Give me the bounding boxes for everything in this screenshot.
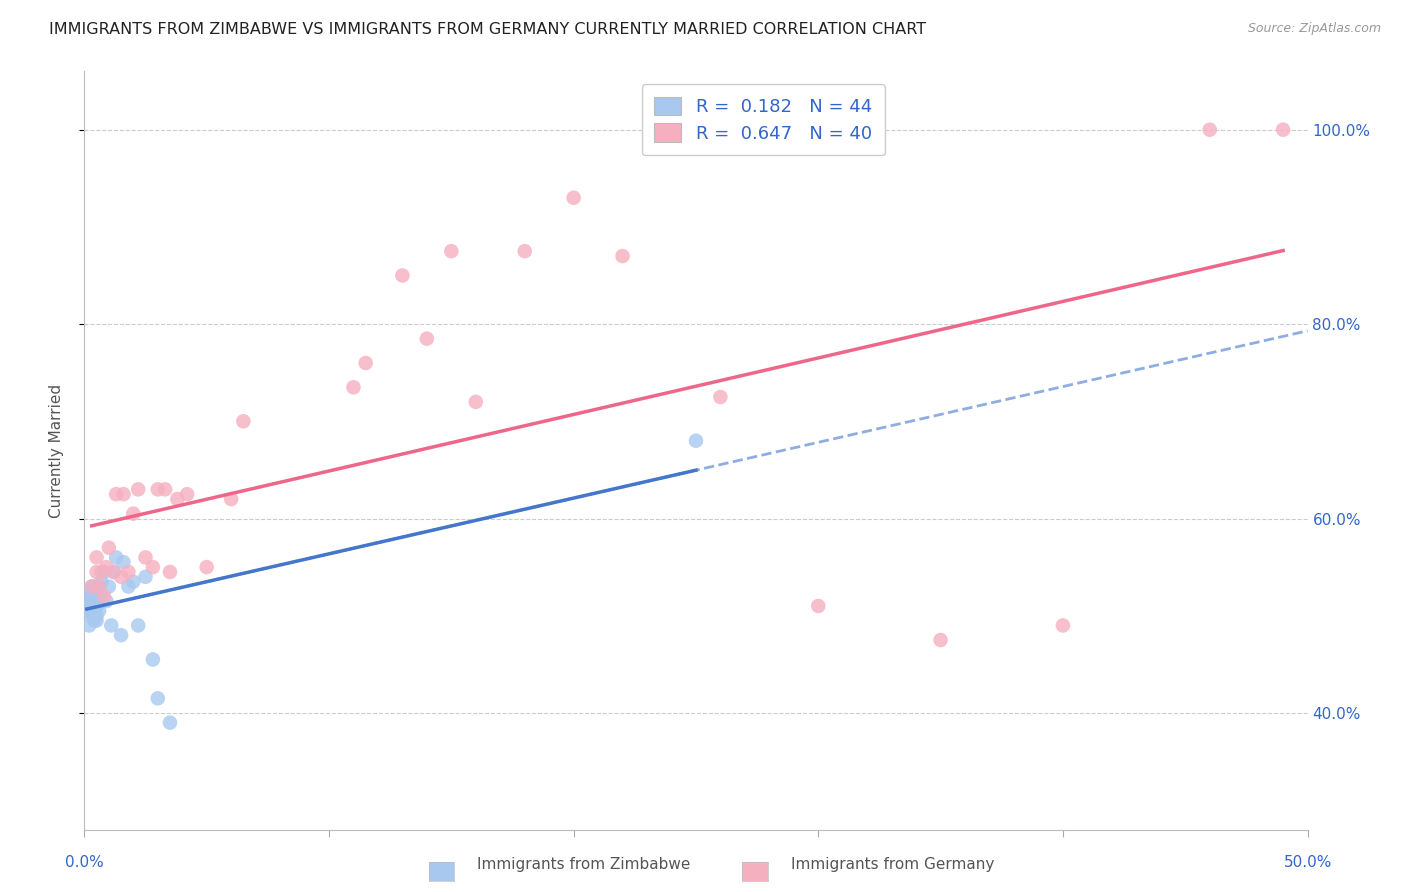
- Point: [93, 589, 115, 603]
- Point: [80, 589, 103, 603]
- Point: [807, 599, 830, 613]
- Point: [86, 565, 108, 579]
- Point: [464, 395, 486, 409]
- Point: [90, 574, 112, 589]
- Point: [86, 599, 108, 613]
- Point: [105, 550, 128, 565]
- Point: [77, 604, 100, 618]
- Point: [112, 487, 135, 501]
- Point: [166, 491, 188, 506]
- Point: [97, 541, 120, 555]
- Point: [100, 618, 122, 632]
- Point: [80, 594, 103, 608]
- Point: [90, 589, 112, 603]
- Point: [77, 618, 100, 632]
- Point: [232, 414, 254, 428]
- Point: [219, 491, 242, 506]
- Point: [342, 380, 364, 394]
- Point: [159, 715, 181, 730]
- Point: [83, 580, 105, 594]
- Point: [96, 560, 118, 574]
- Point: [87, 580, 110, 594]
- Point: [391, 268, 413, 283]
- Point: [709, 390, 731, 404]
- Point: [354, 356, 377, 370]
- Point: [117, 580, 139, 594]
- Point: [127, 483, 149, 497]
- Point: [83, 589, 105, 603]
- Point: [96, 594, 118, 608]
- Point: [77, 594, 100, 608]
- Point: [87, 580, 110, 594]
- Point: [86, 614, 108, 628]
- Point: [122, 574, 145, 589]
- Point: [76, 589, 98, 603]
- Point: [142, 560, 165, 574]
- Point: [86, 594, 108, 608]
- Point: [146, 691, 169, 706]
- Point: [135, 550, 157, 565]
- Point: [77, 589, 100, 603]
- Point: [83, 614, 105, 628]
- Point: [195, 560, 218, 574]
- Point: [146, 483, 169, 497]
- Point: [97, 580, 120, 594]
- Point: [83, 599, 105, 613]
- Point: [127, 618, 149, 632]
- Point: [1198, 122, 1220, 136]
- Text: IMMIGRANTS FROM ZIMBABWE VS IMMIGRANTS FROM GERMANY CURRENTLY MARRIED CORRELATIO: IMMIGRANTS FROM ZIMBABWE VS IMMIGRANTS F…: [49, 22, 927, 37]
- Point: [83, 604, 105, 618]
- Text: 0.0%: 0.0%: [65, 855, 104, 870]
- Point: [112, 555, 135, 569]
- Point: [86, 589, 108, 603]
- Point: [80, 580, 103, 594]
- Point: [612, 249, 634, 263]
- Point: [135, 570, 157, 584]
- Point: [1272, 122, 1295, 136]
- Point: [685, 434, 707, 448]
- Legend: R =  0.182   N = 44, R =  0.647   N = 40: R = 0.182 N = 44, R = 0.647 N = 40: [641, 84, 884, 155]
- Point: [86, 550, 108, 565]
- Point: [80, 599, 103, 613]
- Text: Immigrants from Zimbabwe: Immigrants from Zimbabwe: [477, 857, 690, 872]
- Point: [416, 332, 439, 346]
- Point: [176, 487, 198, 501]
- Point: [1052, 618, 1074, 632]
- Point: [76, 599, 98, 613]
- Point: [80, 608, 103, 623]
- Text: 50.0%: 50.0%: [1284, 855, 1331, 870]
- Point: [153, 483, 176, 497]
- Point: [117, 565, 139, 579]
- Point: [77, 584, 100, 599]
- Point: [929, 633, 952, 648]
- Point: [87, 604, 110, 618]
- Point: [110, 628, 132, 642]
- Point: [440, 244, 463, 259]
- Y-axis label: Currently Married: Currently Married: [49, 384, 63, 517]
- Point: [562, 191, 585, 205]
- Text: Immigrants from Germany: Immigrants from Germany: [792, 857, 994, 872]
- Point: [513, 244, 536, 259]
- Point: [80, 584, 103, 599]
- Point: [86, 608, 108, 623]
- Point: [142, 652, 165, 666]
- Point: [110, 570, 132, 584]
- Point: [76, 604, 98, 618]
- Point: [103, 565, 125, 579]
- Point: [80, 580, 103, 594]
- Point: [122, 507, 145, 521]
- Point: [90, 565, 112, 579]
- Point: [103, 565, 125, 579]
- Point: [93, 565, 115, 579]
- Point: [105, 487, 128, 501]
- Point: [159, 565, 181, 579]
- Text: Source: ZipAtlas.com: Source: ZipAtlas.com: [1247, 22, 1381, 36]
